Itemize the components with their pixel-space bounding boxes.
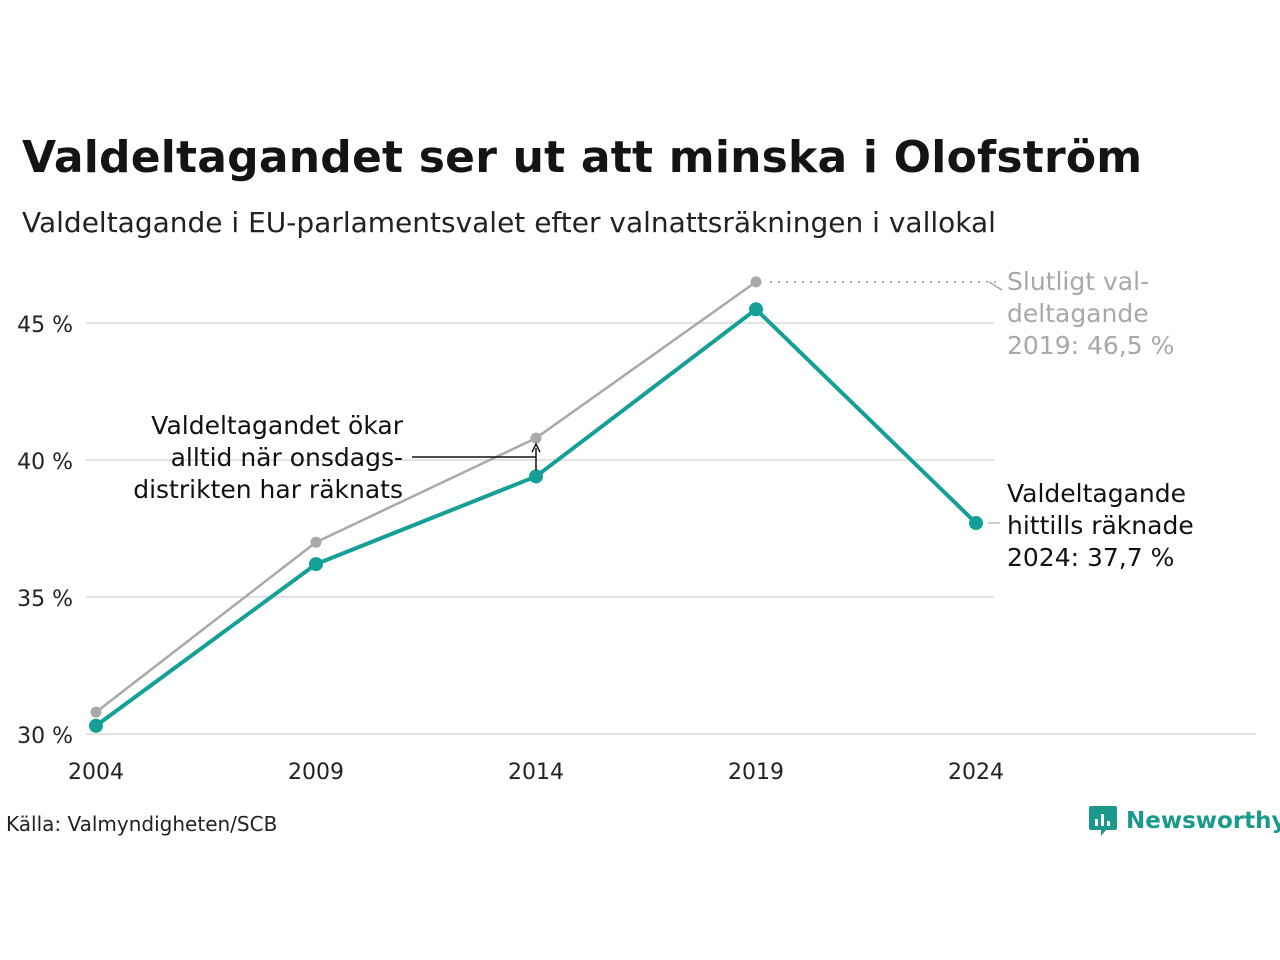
- data-point-teal: [89, 718, 103, 733]
- x-tick-label: 2014: [508, 760, 564, 785]
- y-tick-label: 30 %: [17, 724, 73, 749]
- data-point-teal: [309, 557, 323, 572]
- chart-subtitle: Valdeltagande i EU-parlamentsvalet efter…: [22, 206, 996, 239]
- annotation-line-3: 2019: 46,5 %: [1007, 331, 1175, 360]
- annotation-line-3: distrikten har räknats: [133, 475, 403, 504]
- data-point-teal: [969, 516, 983, 531]
- data-point-grey: [750, 276, 762, 288]
- series-line-grey: [95, 280, 757, 714]
- x-tick-label: 2004: [68, 760, 124, 785]
- chart-title: Valdeltagandet ser ut att minska i Olofs…: [22, 132, 1143, 183]
- leader-final-2019-tick: [988, 281, 1003, 291]
- data-point-grey: [530, 432, 542, 444]
- annotation-final-2019: Slutligt val- deltagande 2019: 46,5 %: [1007, 266, 1174, 362]
- brand-name: Newsworthy: [1126, 808, 1280, 834]
- data-point-teal: [529, 469, 543, 484]
- x-tick-label: 2019: [728, 760, 784, 785]
- newsworthy-logo-icon: [1089, 806, 1117, 836]
- annotation-line-2: alltid när onsdags-: [170, 443, 403, 472]
- newsworthy-logo: Newsworthy: [1088, 804, 1280, 838]
- y-tick-label: 40 %: [17, 450, 73, 475]
- annotation-line-1: Slutligt val-: [1007, 267, 1150, 296]
- annotation-line-1: Valdeltagandet ökar: [151, 411, 403, 440]
- series-line-teal: [94, 307, 978, 728]
- source-note: Källa: Valmyndigheten/SCB: [6, 812, 278, 836]
- x-tick-label: 2024: [948, 760, 1004, 785]
- x-tick-label: 2009: [288, 760, 344, 785]
- annotation-line-1: Valdeltagande: [1007, 479, 1187, 508]
- annotation-line-2: hittills räknade: [1007, 511, 1194, 540]
- data-point-grey: [90, 706, 102, 718]
- y-tick-label: 35 %: [17, 587, 73, 612]
- annotation-line-2: deltagande: [1007, 299, 1149, 328]
- annotation-line-3: 2024: 37,7 %: [1007, 543, 1175, 572]
- data-point-grey: [310, 536, 322, 548]
- data-point-teal: [749, 302, 763, 317]
- annotation-counted-2024: Valdeltagande hittills räknade 2024: 37,…: [1007, 478, 1194, 574]
- y-tick-label: 45 %: [17, 313, 73, 338]
- annotation-wednesday-districts: Valdeltagandet ökar alltid när onsdags- …: [60, 410, 403, 506]
- annotation-arrow-head: [531, 442, 541, 453]
